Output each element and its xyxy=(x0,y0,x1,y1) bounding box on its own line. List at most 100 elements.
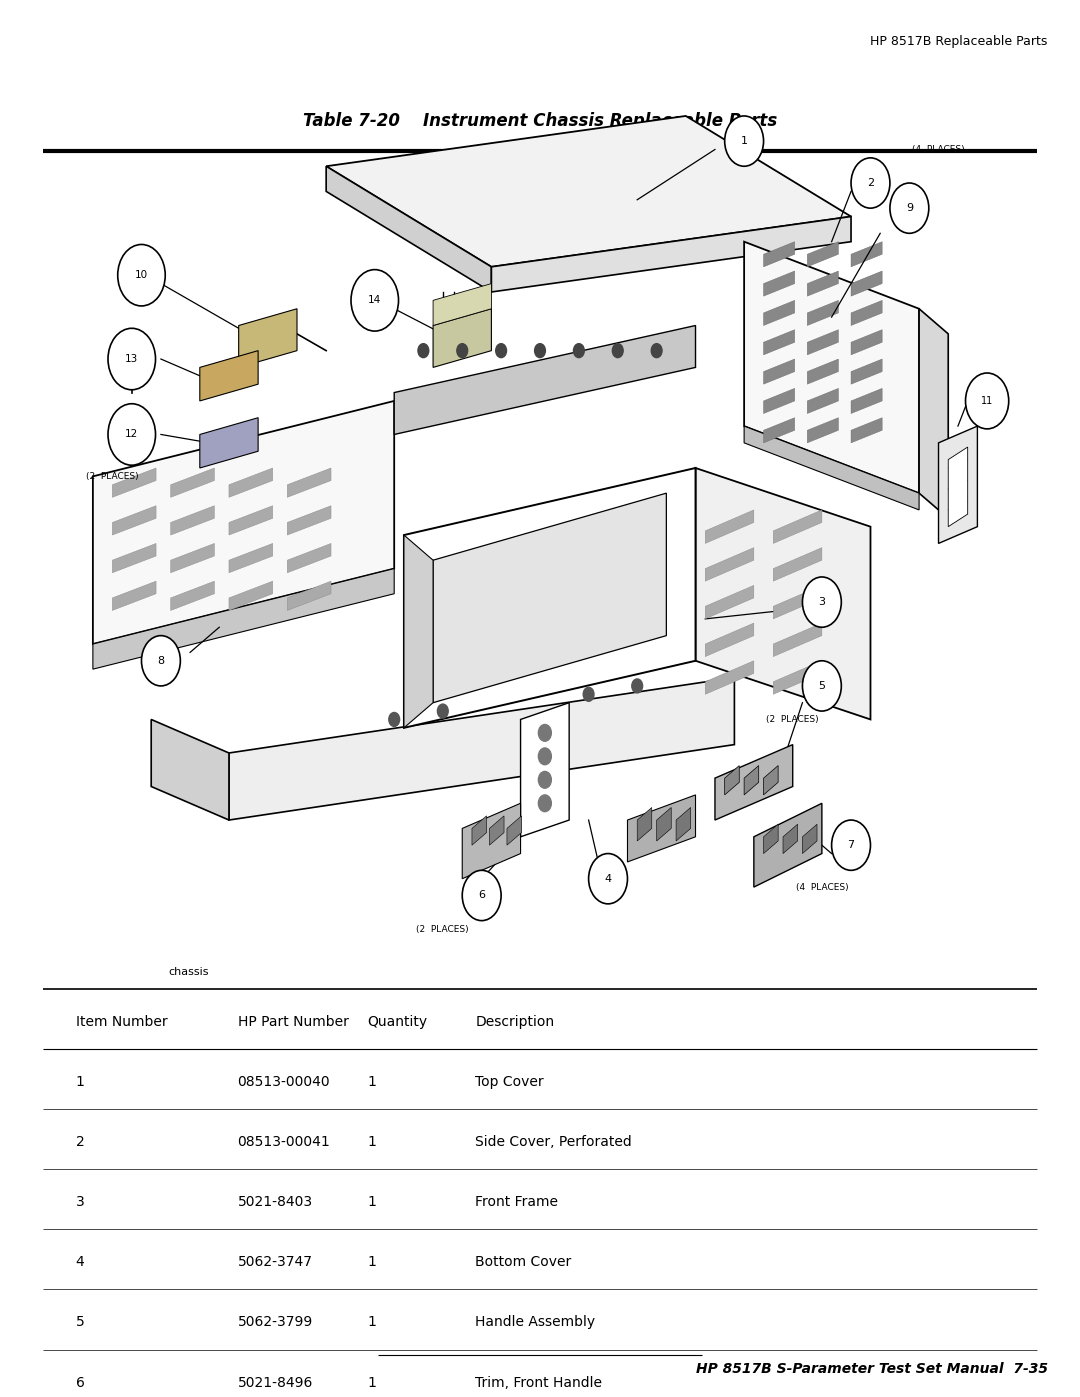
Polygon shape xyxy=(472,816,486,845)
Circle shape xyxy=(725,116,764,166)
Circle shape xyxy=(890,183,929,233)
Polygon shape xyxy=(715,745,793,820)
Text: 13: 13 xyxy=(125,353,138,365)
Text: 3: 3 xyxy=(819,597,825,608)
Polygon shape xyxy=(773,585,822,619)
Polygon shape xyxy=(171,581,215,610)
Polygon shape xyxy=(151,719,229,820)
Polygon shape xyxy=(657,807,672,841)
Polygon shape xyxy=(808,330,838,355)
Circle shape xyxy=(966,373,1009,429)
Polygon shape xyxy=(808,359,838,384)
Polygon shape xyxy=(489,816,504,845)
Circle shape xyxy=(496,344,507,358)
Polygon shape xyxy=(764,330,795,355)
Text: HP Part Number: HP Part Number xyxy=(238,1016,349,1030)
Polygon shape xyxy=(764,271,795,296)
Polygon shape xyxy=(433,284,491,326)
Text: Description: Description xyxy=(475,1016,554,1030)
Polygon shape xyxy=(773,548,822,581)
Text: 10: 10 xyxy=(135,270,148,281)
Circle shape xyxy=(573,344,584,358)
Polygon shape xyxy=(705,661,754,694)
Polygon shape xyxy=(229,506,272,535)
Text: 1: 1 xyxy=(741,136,747,147)
Text: HP 8517B S-Parameter Test Set Manual  7-35: HP 8517B S-Parameter Test Set Manual 7-3… xyxy=(696,1362,1048,1376)
Polygon shape xyxy=(93,569,394,669)
Text: 08513-00041: 08513-00041 xyxy=(238,1136,330,1150)
Polygon shape xyxy=(93,401,394,644)
Text: Front Frame: Front Frame xyxy=(475,1196,558,1210)
Polygon shape xyxy=(744,766,759,795)
Polygon shape xyxy=(754,803,822,887)
Polygon shape xyxy=(229,543,272,573)
Polygon shape xyxy=(764,359,795,384)
Text: 08513-00040: 08513-00040 xyxy=(238,1076,330,1090)
Polygon shape xyxy=(948,447,968,527)
Circle shape xyxy=(538,795,552,812)
Polygon shape xyxy=(851,242,882,267)
Polygon shape xyxy=(491,217,851,292)
Text: HP 8517B Replaceable Parts: HP 8517B Replaceable Parts xyxy=(870,35,1048,47)
Circle shape xyxy=(437,704,448,718)
Circle shape xyxy=(141,636,180,686)
Circle shape xyxy=(457,344,468,358)
Polygon shape xyxy=(808,300,838,326)
Polygon shape xyxy=(764,300,795,326)
Polygon shape xyxy=(764,418,795,443)
Circle shape xyxy=(389,712,400,726)
Polygon shape xyxy=(851,271,882,296)
Polygon shape xyxy=(808,388,838,414)
Polygon shape xyxy=(112,468,157,497)
Text: 5062-3799: 5062-3799 xyxy=(238,1316,313,1330)
Polygon shape xyxy=(326,116,851,267)
Text: (4  PLACES): (4 PLACES) xyxy=(796,883,848,891)
Circle shape xyxy=(651,344,662,358)
Polygon shape xyxy=(507,816,522,845)
Circle shape xyxy=(632,679,643,693)
Text: (2  PLACES): (2 PLACES) xyxy=(417,925,469,933)
Text: 11: 11 xyxy=(981,395,994,407)
Text: 5: 5 xyxy=(819,680,825,692)
Text: 5: 5 xyxy=(76,1316,84,1330)
Polygon shape xyxy=(287,581,330,610)
Polygon shape xyxy=(394,326,696,434)
Text: Table 7-20    Instrument Chassis Replaceable Parts: Table 7-20 Instrument Chassis Replaceabl… xyxy=(302,112,778,130)
Circle shape xyxy=(583,687,594,701)
Circle shape xyxy=(418,344,429,358)
Circle shape xyxy=(538,771,552,788)
Text: chassis: chassis xyxy=(168,967,210,977)
Circle shape xyxy=(538,747,552,764)
Text: 2: 2 xyxy=(867,177,874,189)
Text: 1: 1 xyxy=(367,1076,376,1090)
Text: Bottom Cover: Bottom Cover xyxy=(475,1256,571,1270)
Polygon shape xyxy=(773,623,822,657)
Polygon shape xyxy=(773,661,822,694)
Text: Handle Assembly: Handle Assembly xyxy=(475,1316,595,1330)
Text: (2  PLACES): (2 PLACES) xyxy=(767,715,819,724)
Text: Item Number: Item Number xyxy=(76,1016,167,1030)
Polygon shape xyxy=(808,271,838,296)
Text: Top Cover: Top Cover xyxy=(475,1076,544,1090)
Polygon shape xyxy=(326,166,491,292)
Text: 5021-8403: 5021-8403 xyxy=(238,1196,313,1210)
Polygon shape xyxy=(112,506,157,535)
Polygon shape xyxy=(433,493,666,703)
Text: 14: 14 xyxy=(368,295,381,306)
Text: (4  PLACES): (4 PLACES) xyxy=(913,145,964,154)
Polygon shape xyxy=(200,418,258,468)
Polygon shape xyxy=(462,803,521,879)
Text: 1: 1 xyxy=(76,1076,84,1090)
Circle shape xyxy=(832,820,870,870)
Text: 5021-8496: 5021-8496 xyxy=(238,1376,313,1390)
Polygon shape xyxy=(637,807,652,841)
Text: 5062-3747: 5062-3747 xyxy=(238,1256,312,1270)
Circle shape xyxy=(108,404,156,465)
Polygon shape xyxy=(744,426,919,510)
Polygon shape xyxy=(851,359,882,384)
Polygon shape xyxy=(705,548,754,581)
Circle shape xyxy=(118,244,165,306)
Polygon shape xyxy=(705,510,754,543)
Circle shape xyxy=(802,577,841,627)
Polygon shape xyxy=(802,824,818,854)
